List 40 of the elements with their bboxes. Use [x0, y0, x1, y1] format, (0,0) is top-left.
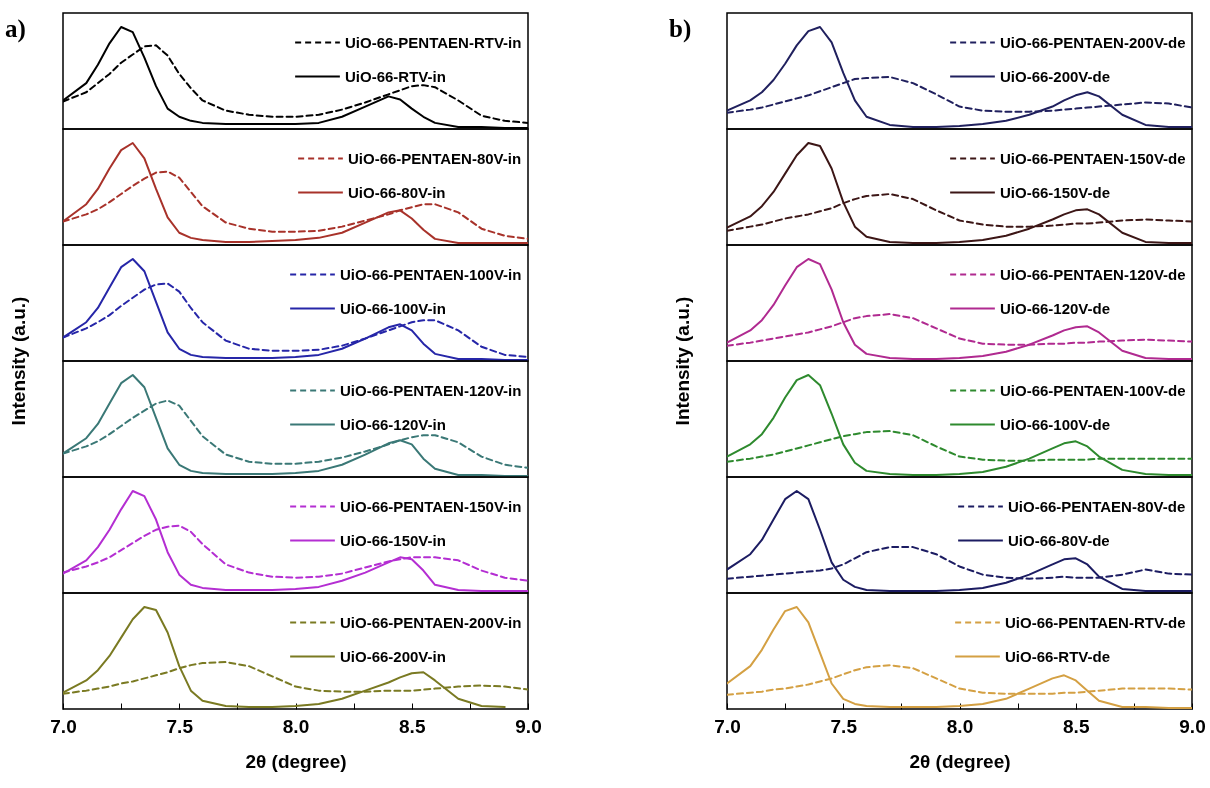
x-tick-label: 9.0 — [515, 715, 542, 737]
legend-label: UiO-66-PENTAEN-120V-in — [340, 381, 522, 399]
x-tick-label: 8.5 — [1063, 715, 1090, 737]
legend-label: UiO-66-PENTAEN-120V-de — [1000, 265, 1186, 283]
legend-label: UiO-66-100V-in — [340, 299, 446, 317]
legend-label: UiO-66-150V-de — [1000, 183, 1111, 201]
text: a) — [5, 15, 26, 43]
legend-label: UiO-66-PENTAEN-RTV-in — [345, 33, 522, 51]
legend-label: UiO-66-200V-de — [1000, 67, 1111, 85]
legend-label: UiO-66-RTV-de — [1005, 647, 1111, 665]
legend-label: UiO-66-PENTAEN-200V-in — [340, 613, 522, 631]
legend-label: UiO-66-PENTAEN-RTV-de — [1005, 613, 1186, 631]
x-tick-label: 7.0 — [50, 715, 77, 737]
legend-label: UiO-66-PENTAEN-100V-de — [1000, 381, 1186, 399]
legend-label: UiO-66-PENTAEN-80V-de — [1008, 497, 1186, 515]
x-tick-label: 7.5 — [830, 715, 858, 737]
legend-label: UiO-66-80V-in — [348, 183, 446, 201]
x-tick-label: 7.5 — [166, 715, 194, 737]
legend-label: UiO-66-120V-de — [1000, 299, 1111, 317]
text: b) — [669, 15, 692, 43]
legend-label: UiO-66-150V-in — [340, 531, 446, 549]
x-axis-title: 2θ (degree) — [909, 750, 1011, 772]
x-tick-label: 9.0 — [1179, 715, 1206, 737]
legend-label: UiO-66-200V-in — [340, 647, 446, 665]
legend-label: UiO-66-80V-de — [1008, 531, 1110, 549]
y-axis-title: Intensity (a.u.) — [8, 296, 30, 426]
legend-label: UiO-66-100V-de — [1000, 415, 1111, 433]
x-tick-label: 7.0 — [714, 715, 741, 737]
legend-label: UiO-66-PENTAEN-150V-in — [340, 497, 522, 515]
legend-label: UiO-66-PENTAEN-200V-de — [1000, 33, 1186, 51]
y-axis-title: Intensity (a.u.) — [672, 296, 694, 426]
legend-label: UiO-66-PENTAEN-80V-in — [348, 149, 522, 167]
legend-label: UiO-66-PENTAEN-100V-in — [340, 265, 522, 283]
x-tick-label: 8.0 — [282, 715, 310, 737]
x-tick-label: 8.0 — [946, 715, 974, 737]
legend-label: UiO-66-RTV-in — [345, 67, 446, 85]
legend-label: UiO-66-120V-in — [340, 415, 446, 433]
legend-label: UiO-66-PENTAEN-150V-de — [1000, 149, 1186, 167]
x-axis-title: 2θ (degree) — [245, 750, 347, 772]
x-tick-label: 8.5 — [399, 715, 426, 737]
